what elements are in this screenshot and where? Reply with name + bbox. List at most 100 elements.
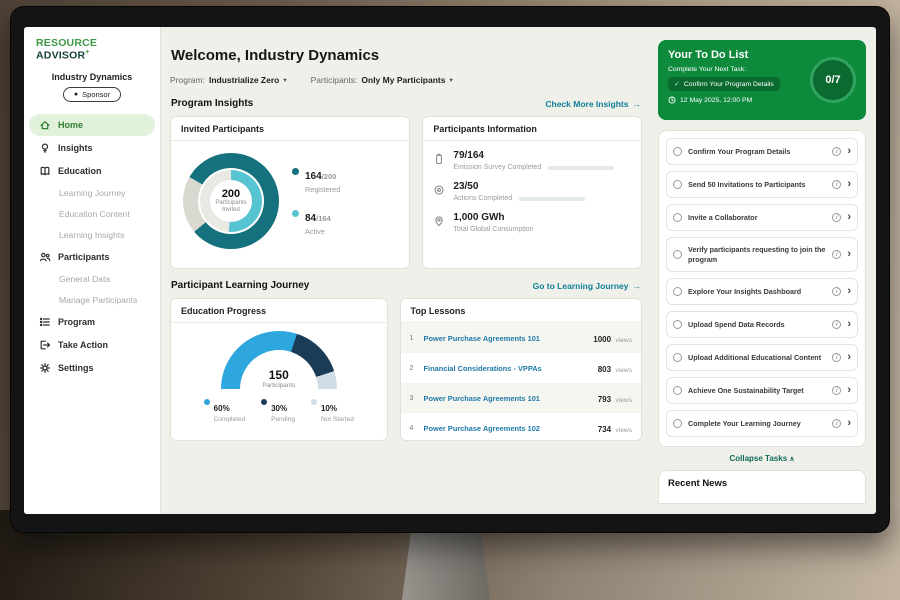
task-row-explore-insights[interactable]: Explore Your Insights Dashboard i ›	[666, 278, 858, 306]
next-task-label: Confirm Your Program Details	[683, 80, 774, 88]
task-checkbox[interactable]	[673, 180, 682, 189]
chevron-right-icon[interactable]: ›	[847, 384, 851, 397]
task-label: Achieve One Sustainability Target	[688, 386, 804, 396]
gauge-legend: 60% Completed 30% Pending	[203, 398, 354, 423]
arrow-right-icon: →	[632, 98, 642, 109]
legend-value: 164	[305, 171, 322, 182]
task-label: Send 50 Invitations to Participants	[688, 179, 806, 189]
task-row-invite-collaborator[interactable]: Invite a Collaborator i ›	[666, 204, 858, 231]
collapse-tasks-link[interactable]: Collapse Tasks ∧	[658, 454, 866, 463]
sidebar-item-participants[interactable]: Participants	[29, 246, 155, 268]
main-content: Welcome, Industry Dynamics Program: Indu…	[161, 27, 652, 514]
legend-value: 84	[305, 213, 317, 224]
task-row-send-invitations[interactable]: Send 50 Invitations to Participants i ›	[666, 171, 858, 198]
sidebar-item-label: General Data	[59, 273, 111, 284]
task-checkbox[interactable]	[673, 353, 682, 363]
chevron-right-icon[interactable]: ›	[847, 417, 851, 430]
info-value: 23/50	[453, 181, 479, 192]
sidebar-item-learning-journey[interactable]: Learning Journey	[29, 183, 155, 203]
task-checkbox[interactable]	[673, 250, 682, 260]
chevron-up-icon: ∧	[789, 456, 795, 464]
sidebar-item-label: Take Action	[58, 339, 109, 350]
task-row-verify-participants[interactable]: Verify participants requesting to join t…	[666, 237, 858, 273]
lesson-title-link[interactable]: Power Purchase Agreements 101	[423, 393, 540, 403]
info-label: Actions Completed	[453, 195, 513, 202]
info-icon[interactable]: i	[832, 386, 842, 396]
info-icon[interactable]: i	[832, 287, 842, 297]
sidebar-item-program[interactable]: Program	[29, 311, 155, 333]
logo-resource: RESOURCE	[36, 37, 98, 49]
info-label: Total Global Consumption	[453, 226, 534, 233]
info-icon[interactable]: i	[832, 147, 842, 156]
task-checkbox[interactable]	[673, 419, 682, 429]
legend-dot-icon	[261, 399, 268, 405]
info-row-actions: 23/50 Actions Completed	[433, 181, 631, 202]
next-task-pill[interactable]: ✓ Confirm Your Program Details	[668, 77, 780, 91]
chevron-right-icon[interactable]: ›	[847, 145, 851, 157]
task-checkbox[interactable]	[673, 147, 682, 156]
donut-center-label: Participants Invited	[215, 200, 247, 213]
org-name: Industry Dynamics	[51, 71, 133, 82]
chevron-right-icon[interactable]: ›	[847, 318, 851, 331]
sidebar-item-learning-insights[interactable]: Learning Insights	[29, 225, 155, 245]
target-icon	[433, 183, 445, 195]
info-icon[interactable]: i	[832, 419, 842, 429]
chevron-right-icon[interactable]: ›	[847, 211, 851, 223]
task-label: Invite a Collaborator	[688, 212, 758, 222]
todo-due: 12 May 2025, 12:00 PM	[668, 96, 856, 104]
learning-journey-header: Participant Learning Journey Go to Learn…	[171, 280, 641, 291]
lesson-title-link[interactable]: Financial Considerations - VPPAs	[423, 363, 542, 373]
progress-bar	[519, 196, 586, 201]
task-checkbox[interactable]	[673, 213, 682, 222]
info-icon[interactable]: i	[832, 180, 842, 189]
chevron-right-icon[interactable]: ›	[847, 248, 851, 261]
task-label: Confirm Your Program Details	[688, 146, 791, 156]
info-icon[interactable]: i	[832, 213, 842, 222]
sidebar-item-insights[interactable]: Insights	[29, 137, 155, 159]
task-row-achieve-target[interactable]: Achieve One Sustainability Target i ›	[666, 377, 858, 405]
check-more-insights-link[interactable]: Check More Insights →	[545, 99, 641, 109]
donut-center-value: 200	[221, 188, 241, 201]
legend-label: Active	[305, 227, 325, 236]
task-label: Verify participants requesting to join t…	[688, 245, 826, 264]
chevron-right-icon[interactable]: ›	[847, 351, 851, 364]
task-row-upload-educational-content[interactable]: Upload Additional Educational Content i …	[666, 344, 858, 372]
task-row-complete-learning-journey[interactable]: Complete Your Learning Journey i ›	[666, 410, 858, 438]
gauge-center-label: Participants	[262, 382, 296, 389]
sidebar-item-education-content[interactable]: Education Content	[29, 204, 155, 224]
sidebar-item-label: Manage Participants	[59, 294, 138, 305]
arrow-right-icon: →	[632, 280, 642, 291]
info-icon[interactable]: i	[832, 320, 842, 330]
go-to-learning-journey-link[interactable]: Go to Learning Journey →	[533, 281, 641, 291]
task-row-confirm-program[interactable]: Confirm Your Program Details i ›	[666, 138, 858, 165]
chevron-down-icon[interactable]: ▾	[449, 77, 453, 84]
chevron-right-icon[interactable]: ›	[847, 285, 851, 298]
info-icon[interactable]: i	[832, 353, 842, 363]
sidebar-item-home[interactable]: Home	[29, 113, 155, 136]
participants-icon	[39, 251, 51, 263]
sidebar-item-education[interactable]: Education	[29, 160, 155, 182]
participants-filter-value[interactable]: Only My Participants	[361, 75, 446, 85]
sponsor-badge[interactable]: ● Sponsor	[62, 86, 122, 102]
chevron-right-icon[interactable]: ›	[847, 178, 851, 190]
legend-value: 30%	[271, 404, 288, 413]
donut-center: 200 Participants Invited	[210, 180, 252, 222]
lesson-views-label: views	[615, 337, 633, 344]
program-filter-value[interactable]: Industrialize Zero	[208, 75, 280, 85]
task-checkbox[interactable]	[673, 287, 682, 297]
lesson-title-link[interactable]: Power Purchase Agreements 102	[423, 423, 540, 433]
task-row-upload-spend-data[interactable]: Upload Spend Data Records i ›	[666, 311, 858, 339]
lesson-title-link[interactable]: Power Purchase Agreements 101	[423, 333, 540, 343]
info-card-body: 79/164 Emission Survey Completed	[423, 141, 641, 242]
sidebar-item-manage-participants[interactable]: Manage Participants	[29, 290, 155, 310]
sidebar-item-general-data[interactable]: General Data	[29, 269, 155, 289]
sidebar-item-settings[interactable]: Settings	[29, 357, 155, 379]
task-checkbox[interactable]	[673, 386, 682, 396]
task-checkbox[interactable]	[673, 320, 682, 330]
sidebar-item-take-action[interactable]: Take Action	[29, 334, 155, 356]
program-icon	[39, 316, 51, 328]
info-icon[interactable]: i	[832, 250, 842, 260]
lesson-views-label: views	[615, 427, 633, 434]
chevron-down-icon[interactable]: ▾	[283, 77, 287, 84]
settings-icon	[39, 362, 51, 374]
